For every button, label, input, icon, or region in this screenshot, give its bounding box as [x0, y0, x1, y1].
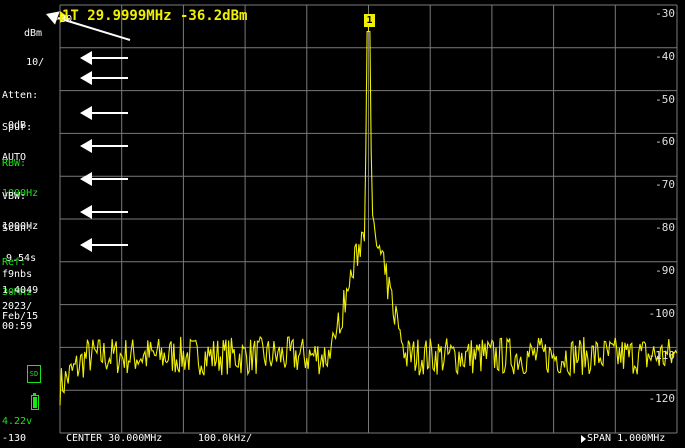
scan-label: Scan: — [2, 223, 33, 234]
grid — [59, 4, 678, 434]
y-tick-label: -50 — [655, 92, 675, 106]
rbw-label: RBW: — [2, 158, 27, 169]
y-tick-label: -60 — [655, 135, 675, 149]
per-division: 100.0kHz/ — [198, 433, 253, 444]
ref-level-button[interactable]: -30 — [30, 5, 72, 35]
y-tick-label: -30 — [655, 7, 675, 20]
atten-value: 0dB — [8, 120, 27, 131]
spur-button[interactable]: Spur: AUTO — [2, 103, 62, 183]
marker-readout: 1T 29.9999MHz -36.2dBm — [62, 8, 248, 24]
marker-badge-label: 1 — [366, 15, 373, 26]
annotation-arrowhead — [80, 71, 92, 85]
ref-label: Ref: — [2, 257, 27, 268]
date-day: Feb/15 — [2, 311, 39, 322]
scan-button[interactable]: Scan: 9.54s — [2, 204, 62, 284]
annotation-arrowhead — [80, 51, 92, 65]
bottom-level: -130 — [2, 433, 27, 444]
atten-button[interactable]: Atten: 0dB — [2, 71, 62, 151]
rbw-button[interactable]: RBW: 1000Hz — [2, 139, 62, 219]
center-frequency[interactable]: CENTER 30.000MHz — [66, 433, 163, 444]
annotation-arrow-diagonal — [57, 17, 131, 41]
vbw-button[interactable]: VBW: 1000Hz — [2, 172, 62, 252]
marker-active-icon — [60, 11, 68, 23]
y-tick-label: -90 — [655, 263, 675, 277]
vbw-label: VBW: — [2, 191, 27, 202]
y-tick-label: -120 — [648, 392, 676, 406]
spur-label: Spur: — [2, 122, 33, 133]
y-tick-label: -80 — [655, 221, 675, 234]
y-tick-label: -70 — [655, 178, 675, 192]
scan-value: 9.54s — [6, 253, 37, 264]
y-tick-label: -110 — [648, 349, 676, 363]
sd-card-icon: SD — [27, 365, 41, 383]
bottom-status-bar: -130 CENTER 30.000MHz 100.0kHz/ SPAN 1.0… — [0, 432, 685, 448]
spur-value: AUTO — [2, 152, 27, 163]
annotation-arrowhead — [80, 238, 92, 252]
annotation-arrowhead — [80, 172, 92, 186]
y-tick-label: -100 — [648, 306, 676, 320]
annotation-arrowhead — [80, 139, 92, 153]
annotation-arrowhead — [80, 205, 92, 219]
ref-level-value: -30 — [54, 14, 73, 25]
rbw-value: 1000Hz — [2, 188, 39, 199]
device-name: f9nbs — [2, 269, 33, 280]
span-frequency[interactable]: SPAN 1.000MHz — [587, 433, 666, 444]
atten-label: Atten: — [2, 90, 39, 101]
annotation-arrowhead — [46, 11, 60, 25]
y-tick-label: -40 — [655, 49, 675, 63]
unit-label: dBm — [24, 28, 43, 39]
ref-button[interactable]: Ref: 30MHz — [2, 238, 62, 318]
span-triangle-icon — [581, 435, 586, 443]
battery-icon — [31, 393, 39, 410]
firmware-version: 1.4049 — [2, 285, 39, 296]
scale-button[interactable]: 10/ — [2, 48, 62, 78]
date-year: 2023/ — [2, 301, 33, 312]
annotation-arrowhead — [80, 106, 92, 120]
battery-voltage: 4.22v — [2, 416, 33, 427]
time: 00:59 — [2, 321, 33, 332]
scale-value: 10/ — [26, 57, 45, 68]
annotation-arrows — [46, 11, 131, 252]
marker-badge[interactable]: 1 — [364, 14, 375, 27]
sd-label: SD — [29, 370, 39, 378]
vbw-value: 1000Hz — [2, 221, 39, 232]
ref-value: 30MHz — [2, 287, 33, 298]
